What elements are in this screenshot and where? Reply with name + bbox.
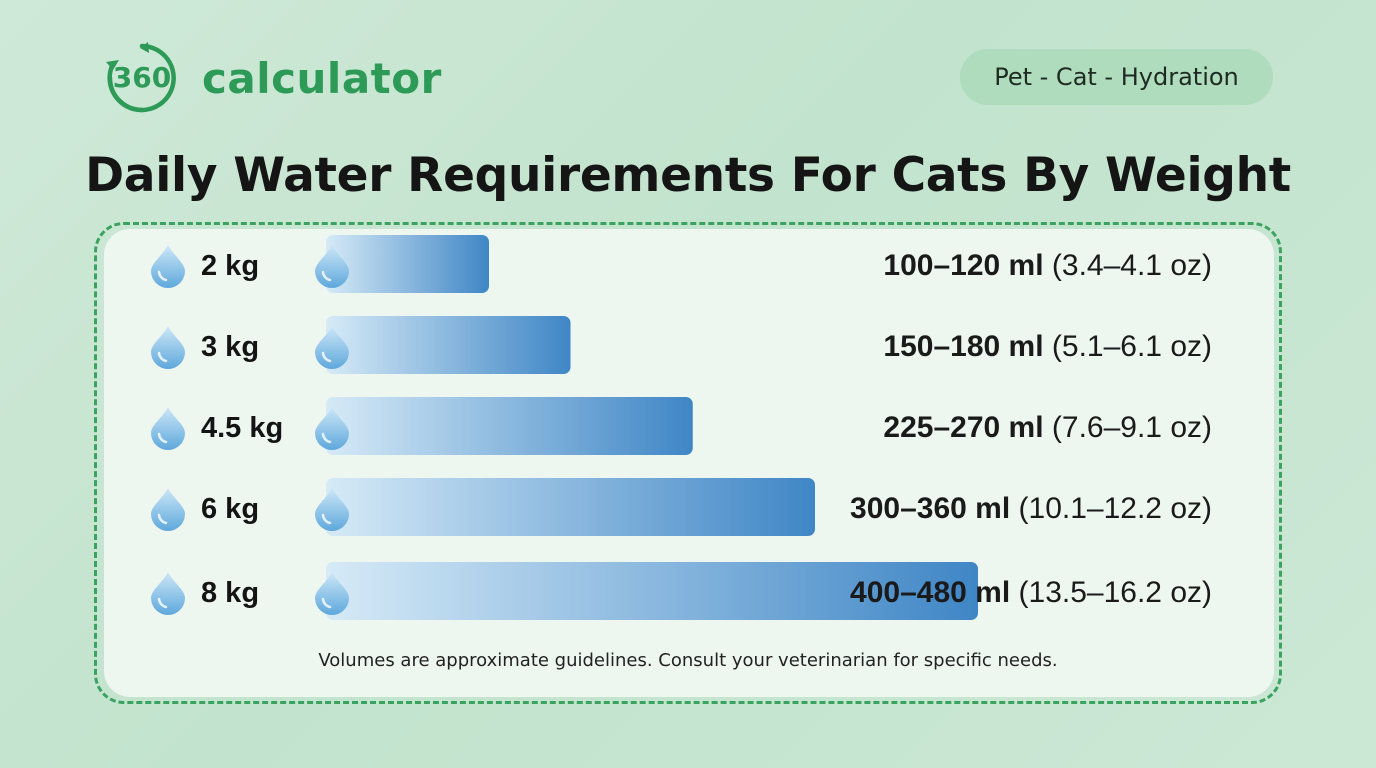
- brand-name: calculator: [202, 53, 442, 103]
- dashed-frame: [94, 222, 1282, 704]
- logo-numeral: 360: [113, 61, 171, 94]
- brand-logo: 360 calculator: [104, 40, 442, 116]
- footnote: Volumes are approximate guidelines. Cons…: [318, 650, 1058, 671]
- chart-title: Daily Water Requirements For Cats By Wei…: [85, 148, 1291, 203]
- chart-card: [104, 229, 1274, 697]
- refresh-360-icon: 360: [106, 42, 176, 113]
- category-tag: Pet - Cat - Hydration: [960, 49, 1273, 105]
